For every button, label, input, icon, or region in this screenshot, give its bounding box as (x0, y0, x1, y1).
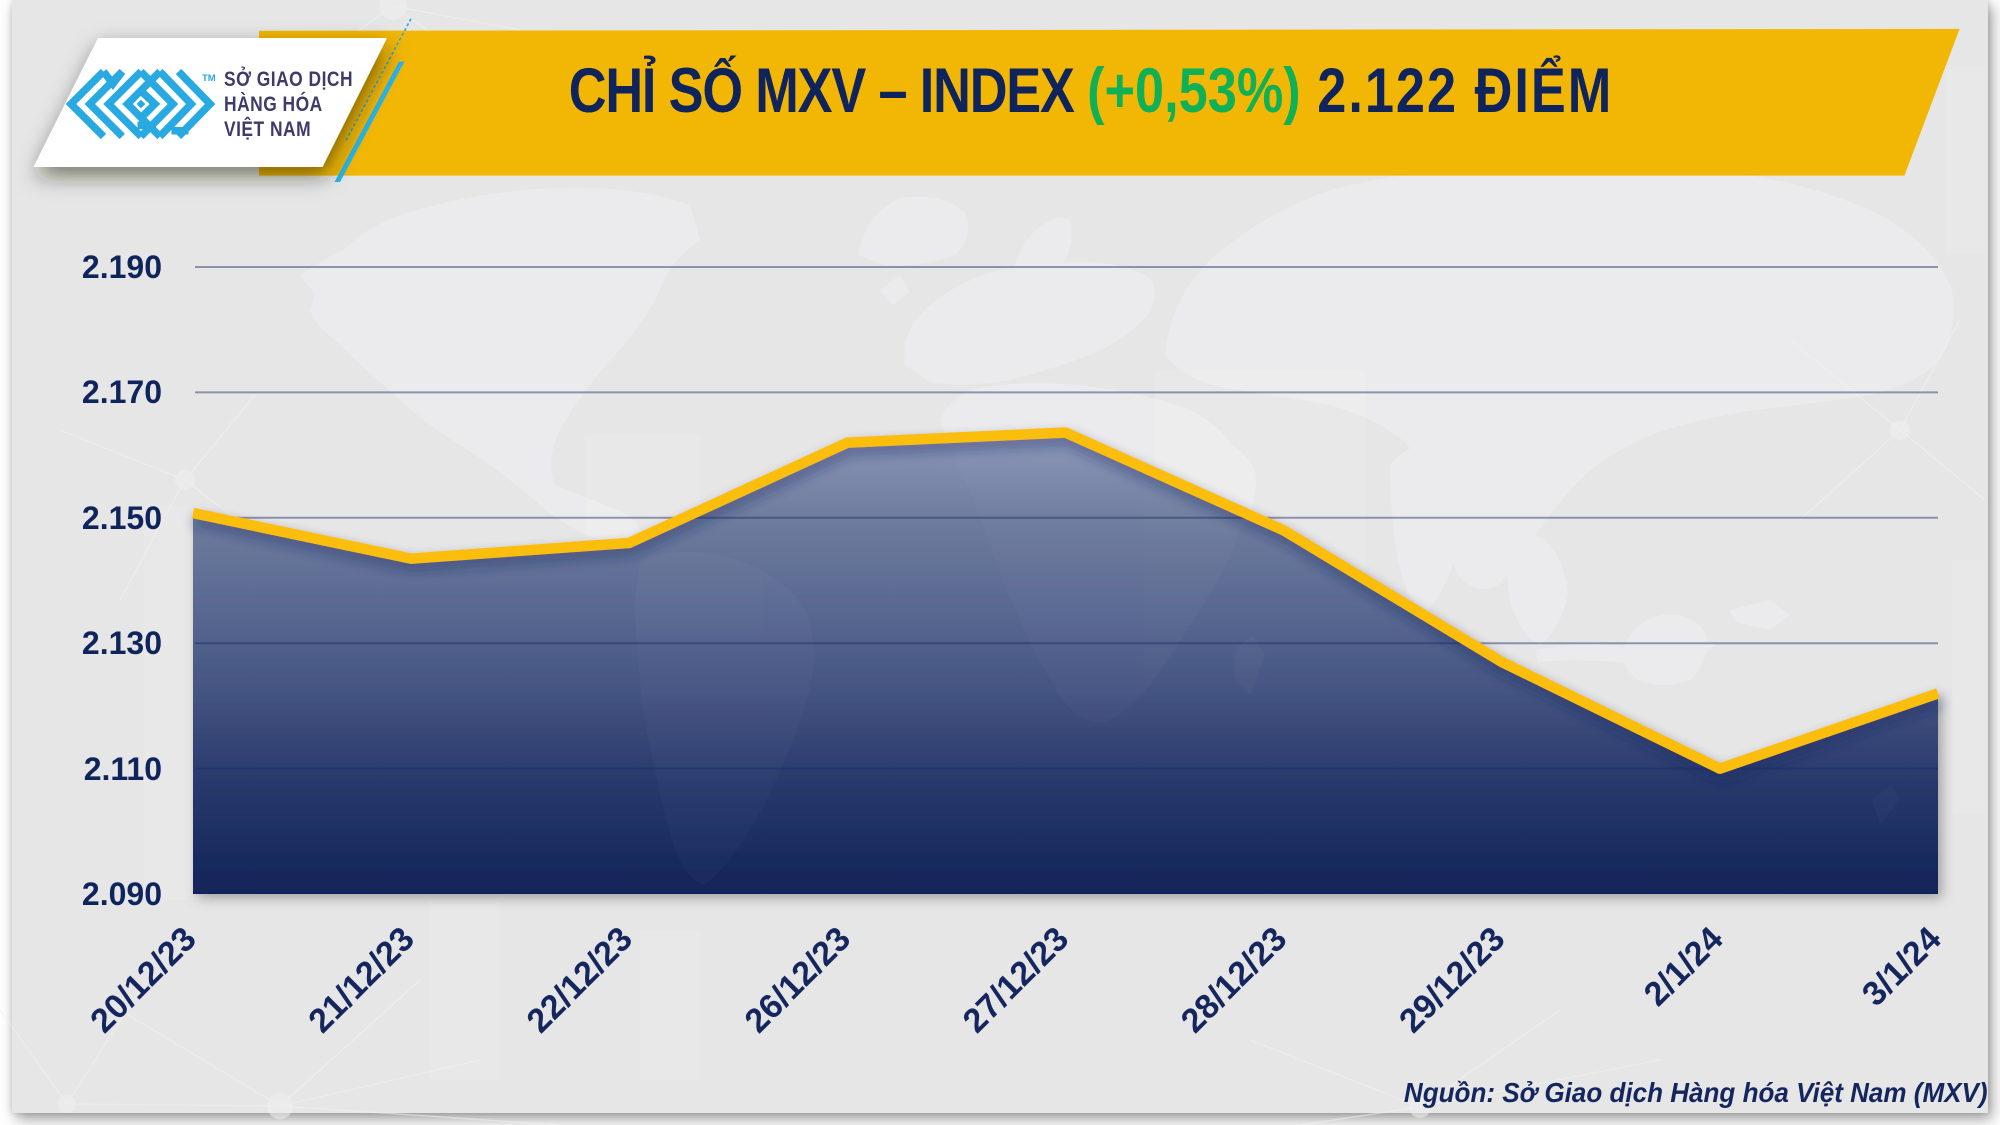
svg-text:2/1/24: 2/1/24 (1637, 920, 1731, 1014)
svg-text:29/12/23: 29/12/23 (1392, 920, 1512, 1040)
svg-text:22/12/23: 22/12/23 (519, 920, 639, 1040)
svg-text:26/12/23: 26/12/23 (738, 920, 858, 1040)
svg-text:20/12/23: 20/12/23 (83, 920, 203, 1040)
svg-text:28/12/23: 28/12/23 (1174, 920, 1294, 1040)
svg-text:3/1/24: 3/1/24 (1855, 920, 1949, 1014)
svg-text:21/12/23: 21/12/23 (301, 920, 421, 1040)
svg-text:27/12/23: 27/12/23 (956, 920, 1076, 1040)
